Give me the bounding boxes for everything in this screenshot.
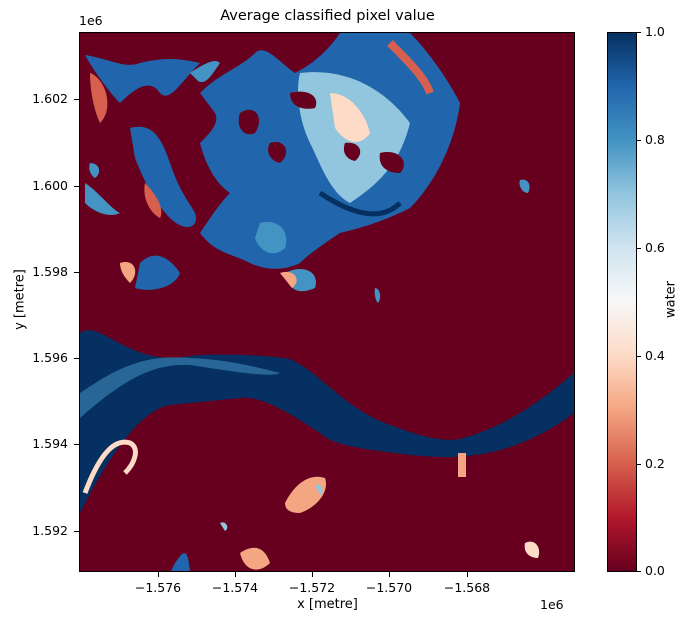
colorbar-tick	[637, 571, 641, 572]
y-axis-label: y [metre]	[12, 269, 28, 330]
y-tick-mark	[74, 272, 79, 273]
x-offset-label: 1e6	[540, 597, 564, 612]
y-tick-label: 1.594	[32, 436, 68, 451]
colorbar-tick	[637, 140, 641, 141]
colorbar-tick	[637, 356, 641, 357]
colorbar	[607, 32, 637, 572]
x-tick-mark	[312, 572, 313, 577]
x-tick-label: −1.570	[365, 580, 413, 595]
heatmap-image	[80, 33, 574, 571]
colorbar-tick-label: 0.4	[645, 348, 665, 363]
y-tick-label: 1.602	[32, 91, 68, 106]
colorbar-tick	[637, 464, 641, 465]
x-tick-mark	[158, 572, 159, 577]
y-offset-label: 1e6	[79, 13, 103, 28]
x-tick-mark	[467, 572, 468, 577]
y-tick-label: 1.596	[32, 350, 68, 365]
heatmap-plot-area	[79, 32, 575, 572]
x-tick-mark	[389, 572, 390, 577]
colorbar-label: water	[663, 280, 679, 319]
x-tick-label: −1.568	[443, 580, 491, 595]
chart-title: Average classified pixel value	[220, 8, 435, 24]
colorbar-tick-label: 0.0	[645, 563, 665, 578]
x-axis-label: x [metre]	[297, 597, 358, 612]
y-tick-mark	[74, 99, 79, 100]
colorbar-tick	[637, 248, 641, 249]
colorbar-tick-label: 0.8	[645, 132, 665, 147]
y-tick-mark	[74, 531, 79, 532]
y-tick-mark	[74, 358, 79, 359]
colorbar-tick	[637, 32, 641, 33]
colorbar-tick-label: 1.0	[645, 24, 665, 39]
y-tick-label: 1.598	[32, 264, 68, 279]
x-tick-label: −1.574	[211, 580, 259, 595]
y-tick-mark	[74, 444, 79, 445]
colorbar-tick-label: 0.6	[645, 240, 665, 255]
y-tick-label: 1.600	[32, 178, 68, 193]
x-tick-label: −1.572	[288, 580, 336, 595]
x-tick-mark	[235, 572, 236, 577]
y-tick-label: 1.592	[32, 523, 68, 538]
y-tick-mark	[74, 186, 79, 187]
x-tick-label: −1.576	[134, 580, 182, 595]
colorbar-tick-label: 0.2	[645, 456, 665, 471]
